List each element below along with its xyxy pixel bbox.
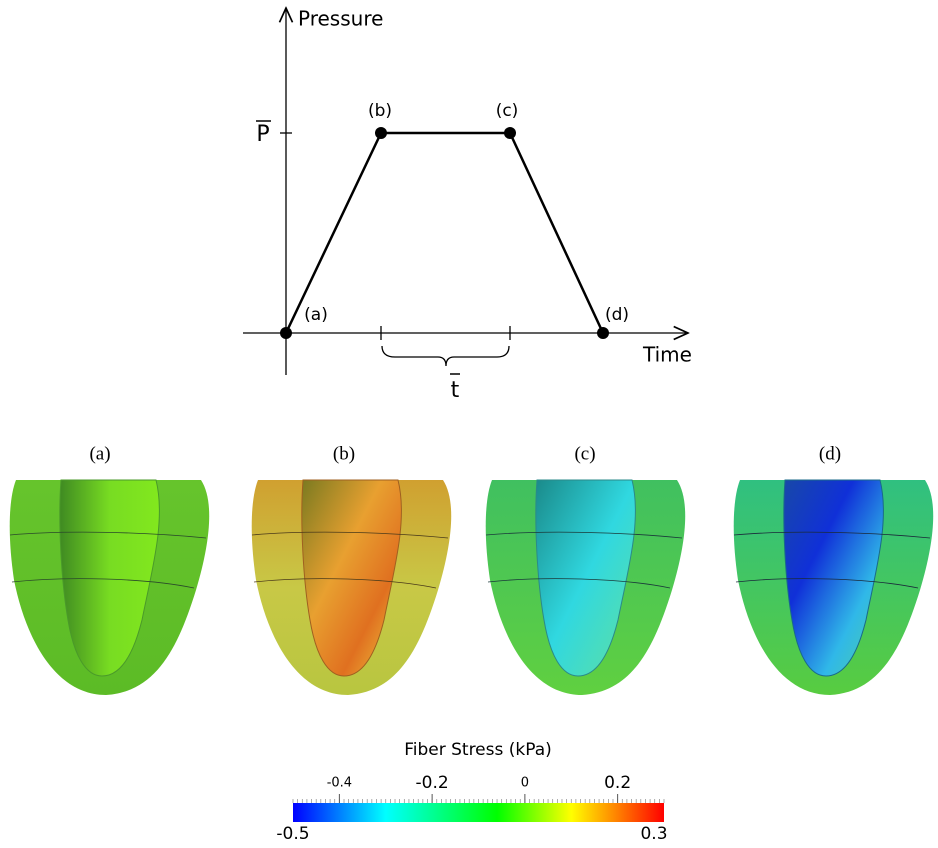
point-label: (b) — [368, 101, 392, 121]
panel-label: (b) — [333, 443, 355, 464]
point — [597, 327, 609, 339]
colorbar — [293, 803, 664, 822]
x-axis-label: Time — [642, 343, 692, 367]
pressure-diagram — [243, 8, 688, 375]
y-axis-label: Pressure — [298, 7, 383, 31]
colorbar-min: -0.5 — [276, 824, 309, 844]
point — [280, 327, 292, 339]
panel-label: (a) — [89, 443, 110, 464]
colorbar-title: Fiber Stress (kPa) — [404, 740, 552, 760]
tick-label: -0.2 — [416, 773, 449, 793]
point — [504, 127, 516, 139]
panel-label: (d) — [819, 443, 841, 464]
heart-a — [9, 479, 210, 695]
t-label: t — [451, 378, 460, 403]
heart-d — [733, 479, 934, 695]
tick-label: 0 — [521, 776, 529, 791]
point-label: (c) — [496, 101, 519, 121]
colorbar-max: 0.3 — [640, 824, 667, 844]
point — [375, 127, 387, 139]
tick-label: -0.4 — [327, 776, 352, 791]
p-label: P — [256, 122, 269, 147]
heart-b — [251, 479, 452, 695]
t-brace — [381, 345, 510, 367]
diagram-points — [280, 127, 609, 339]
heart-c — [485, 479, 686, 695]
point-label: (a) — [304, 305, 328, 325]
pressure-curve — [284, 131, 605, 334]
panel-label: (c) — [574, 443, 595, 464]
point-label: (d) — [605, 305, 629, 325]
tick-label: 0.2 — [604, 773, 631, 793]
